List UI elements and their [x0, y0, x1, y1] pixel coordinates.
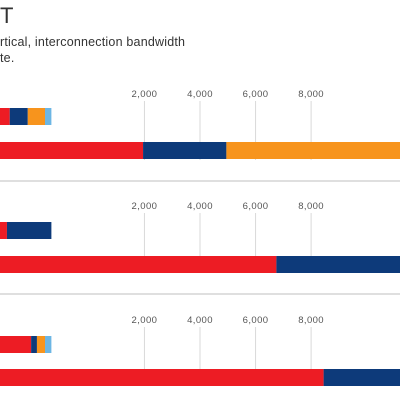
chart-panel-2: 2,000 4,000 6,000 8,000	[0, 201, 400, 294]
bar-segment-red	[0, 369, 324, 386]
bar-segment-red	[0, 222, 7, 239]
bar-segment-red	[0, 142, 143, 159]
x-tick-label: 2,000	[132, 201, 158, 212]
x-tick-label: 4,000	[187, 201, 213, 212]
bar-segment-orange	[226, 142, 400, 159]
bar-segment-red	[0, 108, 10, 125]
x-tick-label: 8,000	[298, 201, 324, 212]
bar-segment-light-blue	[45, 336, 51, 353]
chart-panel-1: 2,000 4,000 6,000 8,000	[0, 89, 400, 181]
bar-segment-light-blue	[45, 108, 51, 125]
x-tick-label: 2,000	[132, 89, 158, 100]
bar-segment-orange	[28, 108, 45, 125]
x-tick-label: 8,000	[298, 315, 324, 326]
bar-segment-navy	[324, 369, 400, 386]
x-tick-label: 2,000	[132, 315, 158, 326]
x-tick-label: 4,000	[187, 89, 213, 100]
bar-segment-navy	[276, 256, 400, 273]
bar-segment-red	[0, 256, 276, 273]
x-tick-label: 8,000	[298, 89, 324, 100]
x-tick-label: 6,000	[243, 201, 269, 212]
bar-segment-navy	[143, 142, 226, 159]
bar-segment-navy	[31, 336, 37, 353]
x-tick-label: 6,000	[243, 315, 269, 326]
bar-segment-navy	[7, 222, 51, 239]
bar-segment-orange	[37, 336, 45, 353]
chart-panel-3: 2,000 4,000 6,000 8,000	[0, 315, 400, 386]
bar-segment-navy	[10, 108, 28, 125]
x-tick-label: 6,000	[243, 89, 269, 100]
x-tick-label: 4,000	[187, 315, 213, 326]
bar-segment-red	[0, 336, 31, 353]
